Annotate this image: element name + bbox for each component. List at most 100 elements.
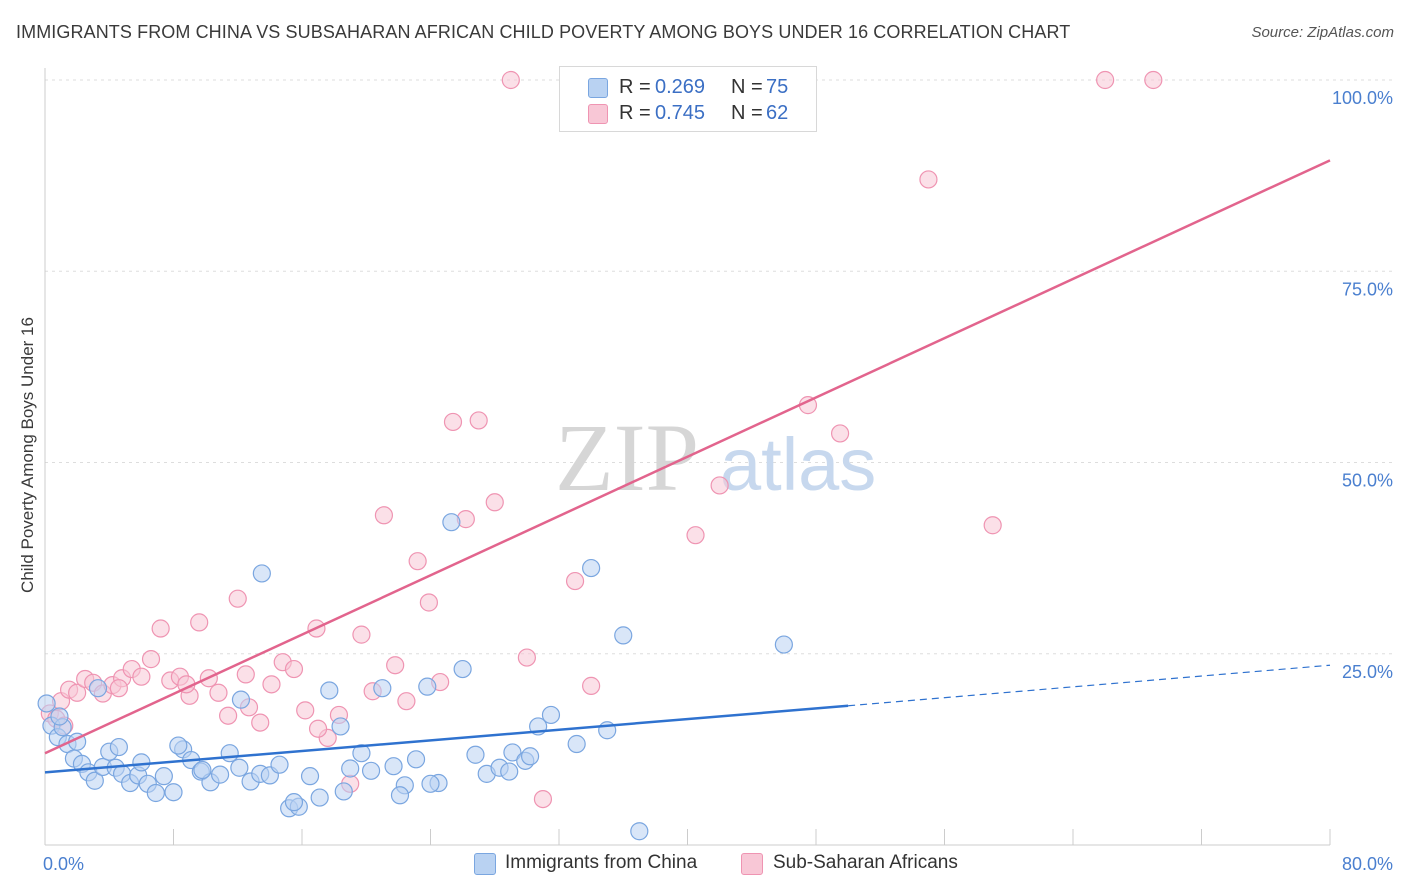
africa-point	[251, 713, 270, 732]
china-point	[50, 707, 69, 726]
x-tick-label-min: 0.0%	[43, 854, 84, 874]
china-point	[418, 677, 437, 696]
africa-point	[919, 170, 938, 189]
china-point	[284, 793, 304, 812]
china-point	[453, 659, 472, 679]
china-point	[614, 626, 633, 645]
africa-point	[219, 706, 238, 725]
china-point	[132, 753, 151, 772]
africa-point	[517, 648, 536, 667]
china-point	[85, 771, 104, 790]
legend-n-label: N =	[731, 76, 763, 98]
china-point	[774, 635, 793, 654]
legend-r-label: R =	[619, 102, 651, 124]
china-point	[352, 744, 371, 763]
chart-title: IMMIGRANTS FROM CHINA VS SUBSAHARAN AFRI…	[16, 22, 1071, 42]
africa-point	[533, 789, 553, 809]
china-point	[334, 782, 353, 801]
china-point	[146, 783, 165, 803]
china-point	[252, 564, 271, 583]
africa-point	[236, 665, 255, 684]
africa-point	[419, 593, 438, 612]
china-point	[88, 679, 108, 698]
china-point	[567, 734, 586, 754]
china-point	[520, 747, 540, 766]
africa-point	[151, 619, 170, 638]
africa-point	[284, 659, 304, 679]
china-point	[361, 761, 381, 780]
china-point	[310, 788, 329, 807]
china-point	[331, 717, 350, 736]
africa-point	[141, 650, 161, 669]
china-point	[384, 757, 403, 776]
africa-point	[1144, 70, 1163, 90]
y-axis-label: Child Poverty Among Boys Under 16	[18, 317, 37, 593]
china-point	[109, 737, 128, 757]
africa-point	[209, 683, 228, 702]
africa-point	[1096, 70, 1115, 90]
china-point	[541, 705, 561, 725]
china-point	[300, 767, 320, 786]
africa-point	[132, 667, 151, 686]
africa-point	[443, 412, 463, 432]
watermark: ZIP atlas	[555, 404, 876, 511]
china-point	[503, 743, 522, 762]
africa-point	[296, 701, 315, 720]
africa-point	[408, 552, 427, 571]
china-point	[421, 774, 440, 793]
bottom-legend-africa-label: Sub-Saharan Africans	[773, 852, 958, 873]
china-point	[37, 694, 56, 713]
africa-point	[501, 70, 520, 90]
legend-r-africa: 0.745	[655, 102, 706, 124]
africa-point	[308, 719, 328, 738]
africa-point	[68, 683, 87, 702]
trend-lines	[44, 159, 1331, 774]
y-tick-label: 100.0%	[1332, 88, 1393, 108]
africa-point	[228, 589, 247, 608]
legend-swatch-africa	[588, 104, 608, 124]
china-point	[169, 736, 188, 755]
china-point	[231, 690, 251, 709]
africa-point	[262, 675, 281, 694]
africa-point	[983, 516, 1002, 535]
y-tick-label: 25.0%	[1342, 662, 1393, 682]
africa-point	[686, 526, 705, 545]
x-tick-label-max: 80.0%	[1342, 854, 1393, 874]
china-point	[442, 513, 461, 532]
watermark-zip: ZIP	[555, 404, 699, 511]
grid-lines	[45, 79, 1395, 655]
legend-n-china: 75	[766, 76, 789, 98]
china-point	[341, 759, 360, 778]
legend-r-label: R =	[619, 76, 651, 98]
watermark-atlas: atlas	[720, 423, 876, 506]
china-point	[230, 758, 249, 777]
china-point	[193, 760, 212, 780]
legend-r-china: 0.269	[655, 76, 706, 98]
africa-point	[386, 656, 405, 675]
china-point	[373, 679, 392, 698]
correlation-legend: R = 0.269 N = 75 R = 0.745 N = 62	[559, 66, 817, 132]
africa-point	[374, 506, 394, 525]
legend-n-label: N =	[731, 102, 763, 124]
china-point	[630, 822, 649, 841]
bottom-swatch-africa	[741, 853, 763, 875]
africa-point	[565, 571, 585, 591]
china-point	[500, 762, 519, 781]
africa-point	[190, 613, 209, 632]
africa-point	[485, 493, 504, 512]
china-point	[466, 745, 485, 764]
china-point	[154, 767, 173, 786]
bottom-swatch-china	[474, 853, 496, 875]
china-point	[582, 558, 601, 578]
africa-point	[397, 692, 416, 711]
africa-point	[352, 625, 371, 644]
china-point	[270, 755, 289, 774]
china-point	[406, 750, 426, 769]
china-point	[220, 744, 239, 763]
source-credit: Source: ZipAtlas.com	[1251, 24, 1394, 41]
africa-point	[109, 679, 128, 698]
china-point	[390, 786, 410, 805]
legend-n-africa: 62	[766, 102, 789, 124]
africa-point	[830, 424, 850, 443]
